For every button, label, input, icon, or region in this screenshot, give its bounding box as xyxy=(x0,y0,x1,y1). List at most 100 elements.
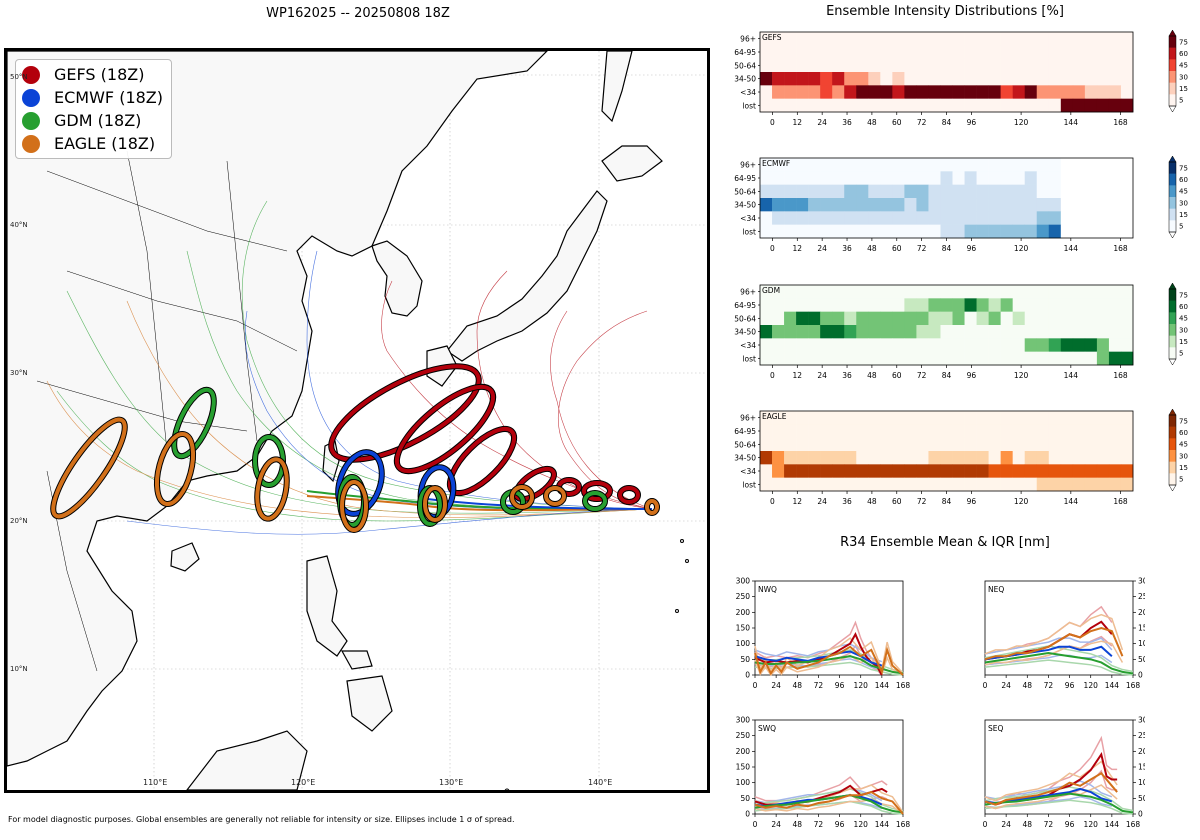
heatmap-cell xyxy=(784,45,797,59)
heatmap-cell xyxy=(808,338,821,352)
heatmap-cell xyxy=(940,45,953,59)
heatmap-cell xyxy=(940,32,953,46)
heatmap-x-tick-label: 120 xyxy=(1014,497,1029,506)
heatmap-cell xyxy=(832,338,845,352)
heatmap-cell xyxy=(1000,464,1013,478)
heatmap-row-label: 64-95 xyxy=(734,174,756,183)
heatmap-cell xyxy=(808,477,821,492)
heatmap-cell xyxy=(1084,464,1098,478)
heatmap-cell xyxy=(964,58,977,73)
heatmap-cell xyxy=(1084,298,1098,312)
map-legend: GEFS (18Z) ECMWF (18Z) GDM (18Z) EAGLE (… xyxy=(15,59,172,159)
heatmap-cell xyxy=(1036,285,1050,299)
heatmap-cell xyxy=(820,98,833,113)
heatmap-cell xyxy=(808,325,821,339)
colorbar-segment xyxy=(1169,426,1176,439)
heatmap-cell xyxy=(916,98,929,113)
heatmap-cell xyxy=(1024,198,1038,212)
heatmap-cell xyxy=(1084,477,1098,492)
heatmap-cell xyxy=(976,224,989,239)
r34-iqr-lower-gdm xyxy=(984,659,1134,676)
colorbar-segment xyxy=(1169,71,1176,83)
heatmap-cell xyxy=(1084,351,1098,366)
heatmap-cell xyxy=(856,98,869,113)
heatmap-cell xyxy=(772,32,785,46)
heatmap-cell xyxy=(1012,45,1026,59)
legend-swatch-ecmwf xyxy=(22,88,40,107)
heatmap-cell xyxy=(904,85,917,99)
r34-x-tick-label: 144 xyxy=(1105,681,1120,690)
heatmap-cell xyxy=(772,45,785,59)
heatmap-cell xyxy=(1048,325,1062,339)
heatmap-cell xyxy=(1024,184,1038,199)
heatmap-cell xyxy=(988,424,1001,438)
heatmap-cell xyxy=(1036,58,1050,73)
heatmap-cell xyxy=(880,464,893,478)
heatmap-cell xyxy=(880,32,893,46)
heatmap-cell xyxy=(832,477,845,492)
heatmap-cell xyxy=(904,477,917,492)
heatmap-cell xyxy=(760,32,773,46)
heatmap-cell xyxy=(1072,58,1086,73)
colorbar-segment xyxy=(1169,197,1176,209)
heatmap-x-tick-label: 48 xyxy=(867,118,877,127)
heatmap-cell xyxy=(976,325,989,339)
heatmap-x-tick-label: 24 xyxy=(817,497,827,506)
heatmap-cell xyxy=(916,285,929,299)
heatmap-cell xyxy=(868,424,881,438)
heatmap-cell xyxy=(916,32,929,46)
legend-item-gefs: GEFS (18Z) xyxy=(22,63,163,86)
heatmap-cell xyxy=(976,98,989,113)
r34-panel-title: SEQ xyxy=(988,724,1003,733)
heatmap-cell xyxy=(940,411,953,425)
heatmap-x-tick-label: 24 xyxy=(817,244,827,253)
heatmap-cell xyxy=(1048,45,1062,59)
heatmap-cell xyxy=(1000,424,1013,438)
heatmap-cell xyxy=(1060,211,1074,225)
heatmap-cell xyxy=(1108,158,1122,172)
heatmap-cell xyxy=(976,58,989,73)
heatmap-cell xyxy=(1048,451,1062,465)
heatmap-title: ECMWF xyxy=(762,159,790,168)
heatmap-cell xyxy=(1120,224,1134,239)
heatmap-cell xyxy=(916,325,929,339)
heatmap-cell xyxy=(1060,464,1074,478)
heatmap-cell xyxy=(868,477,881,492)
colorbar-segment xyxy=(1169,47,1176,60)
heatmap-cell xyxy=(1060,171,1074,185)
heatmap-cell xyxy=(856,411,869,425)
r34-y-tick-label: 200 xyxy=(736,608,751,617)
heatmap-cell xyxy=(856,338,869,352)
heatmap-cell xyxy=(1060,85,1074,99)
heatmap-cell xyxy=(940,171,953,185)
r34-mean-gdm xyxy=(984,652,1134,675)
r34-iqr-lower-eagle xyxy=(984,784,1118,810)
heatmap-cell xyxy=(880,158,893,172)
colorbar-tick-label: 45 xyxy=(1179,188,1188,196)
heatmap-cell xyxy=(1000,285,1013,299)
heatmap-cell xyxy=(1036,45,1050,59)
heatmap-cell xyxy=(940,85,953,99)
heatmap-cell xyxy=(1084,437,1098,452)
heatmap-cell xyxy=(808,58,821,73)
colorbar-tick-label: 60 xyxy=(1179,429,1188,437)
heatmap-cell xyxy=(928,298,941,312)
heatmap-cell xyxy=(892,437,905,452)
heatmap-cell xyxy=(1060,298,1074,312)
heatmap-cell xyxy=(928,351,941,366)
r34-mean-gdm xyxy=(754,655,904,675)
heatmap-cell xyxy=(1072,285,1086,299)
heatmap-cell xyxy=(880,411,893,425)
land-borneo xyxy=(186,730,308,790)
heatmap-cell xyxy=(988,437,1001,452)
heatmap-cell xyxy=(928,158,941,172)
lon-label-130e: 130°E xyxy=(439,778,464,787)
heatmap-cell xyxy=(1096,171,1110,185)
heatmap-cell xyxy=(868,338,881,352)
heatmap-cell xyxy=(892,171,905,185)
heatmap-cell xyxy=(916,351,929,366)
heatmap-cell xyxy=(856,224,869,239)
heatmap-cell xyxy=(892,298,905,312)
heatmap-cell xyxy=(880,224,893,239)
heatmap-cell xyxy=(988,477,1001,492)
